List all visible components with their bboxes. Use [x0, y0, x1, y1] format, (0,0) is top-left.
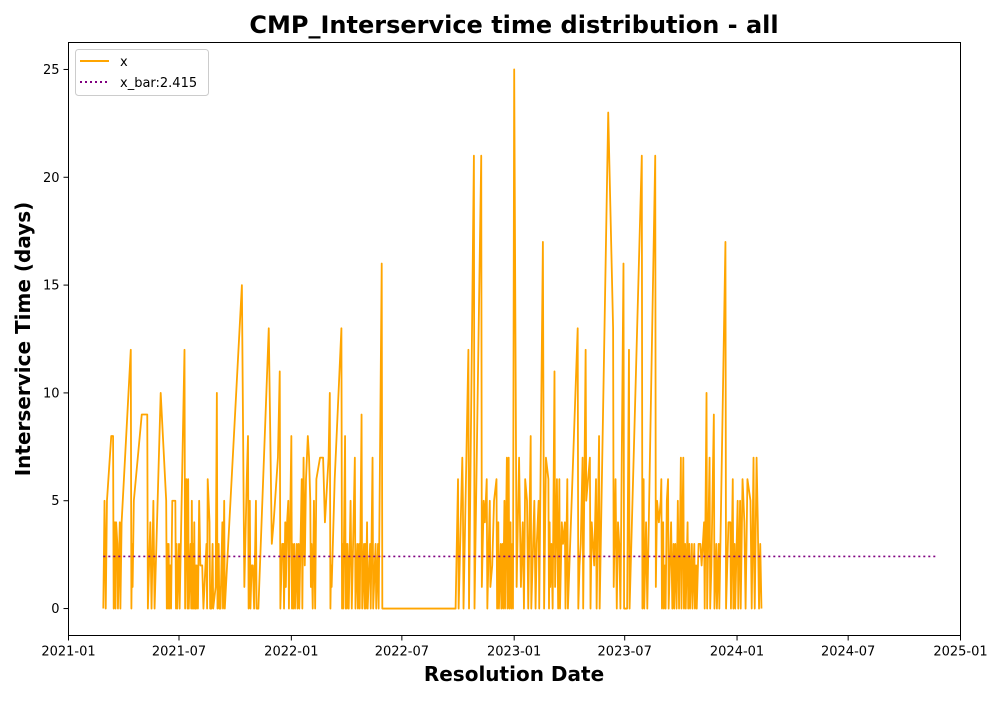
x-tick-label: 2022-01 [264, 645, 318, 660]
y-tick-label: 20 [43, 171, 60, 186]
plot-area [102, 68, 937, 610]
y-axis: 0 5 10 15 20 25 [43, 63, 69, 617]
y-tick-label: 0 [51, 602, 59, 617]
x-tick-label: 2023-01 [487, 645, 541, 660]
legend: x x_bar:2.415 [75, 49, 209, 96]
x-tick-label: 2022-07 [375, 645, 429, 660]
x-axis: 2021-01 2021-07 2022-01 2022-07 2023-01 2023-… [41, 635, 988, 660]
y-tick-label: 15 [43, 279, 60, 294]
y-tick-label: 5 [51, 494, 59, 509]
legend-label-x: x [120, 55, 128, 70]
series-line-x [102, 68, 763, 610]
legend-label-xbar: x_bar:2.415 [120, 76, 197, 91]
x-axis-label: Resolution Date [424, 662, 604, 686]
chart-title: CMP_Interservice time distribution - all [249, 11, 778, 39]
x-tick-label: 2021-01 [41, 645, 95, 660]
x-tick-label: 2023-07 [598, 645, 652, 660]
y-tick-label: 25 [43, 63, 60, 78]
plot-frame [68, 42, 961, 636]
x-tick-label: 2021-07 [152, 645, 206, 660]
x-tick-label: 2024-07 [821, 645, 875, 660]
y-axis-label: Interservice Time (days) [11, 202, 35, 477]
x-tick-label: 2025-01 [933, 645, 987, 660]
y-tick-label: 10 [43, 386, 60, 401]
x-tick-label: 2024-01 [710, 645, 764, 660]
